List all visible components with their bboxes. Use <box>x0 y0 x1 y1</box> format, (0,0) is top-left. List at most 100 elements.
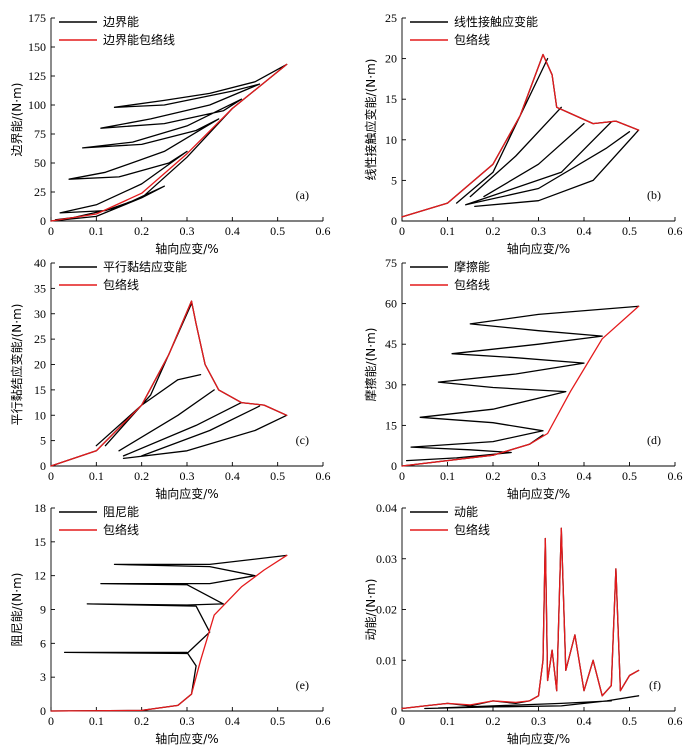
y-tick-label: 100 <box>28 98 46 112</box>
y-tick-label: 0 <box>40 459 46 473</box>
axis-frame <box>50 18 323 222</box>
x-tick-label: 0 <box>48 469 54 483</box>
series-line-1 <box>401 53 640 218</box>
chart-panel-6: 0 0.1 0.2 0.3 0.4 0.5 0.6 0 0.01 0.02 0.03 0.04 轴向应变… <box>364 501 683 746</box>
y-tick-label: 75 <box>385 256 397 270</box>
x-tick-label: 0.4 <box>577 224 592 238</box>
series-line-2 <box>50 300 288 467</box>
x-tick-label: 0.1 <box>440 469 455 483</box>
x-axis-title: 轴向应变/% <box>155 731 218 746</box>
y-axis-title: 阻尼能/(N·m) <box>10 573 24 647</box>
x-tick-label: 0.1 <box>89 469 104 483</box>
y-tick-label: 18 <box>34 501 46 515</box>
x-tick-label: 0.6 <box>316 469 331 483</box>
legend-label: 动能 <box>454 505 478 519</box>
x-tick-label: 0.2 <box>134 469 149 483</box>
y-tick-label: 40 <box>34 256 46 270</box>
y-tick-label: 75 <box>34 127 46 141</box>
x-tick-label: 0.4 <box>225 714 240 728</box>
y-axis-title: 边界能/(N·m) <box>10 83 24 157</box>
series-line-2 <box>401 527 640 710</box>
x-tick-label: 0.1 <box>89 714 104 728</box>
y-tick-label: 0.03 <box>376 552 397 566</box>
y-axis-title: 线性接触应变能/(N·m) <box>363 59 378 181</box>
x-tick-label: 0.5 <box>270 714 285 728</box>
x-tick-label: 0.4 <box>577 714 592 728</box>
y-tick-label: 25 <box>34 185 46 199</box>
legend-label: 包络线 <box>454 277 490 292</box>
legend-label: 边界能 <box>103 15 139 29</box>
y-tick-label: 45 <box>385 337 397 351</box>
chart-panel-1: 0 0.1 0.2 0.3 0.4 0.5 0.6 0 25 50 75 100 125 150 175 轴向… <box>10 11 331 256</box>
panel-label: (a) <box>296 188 309 202</box>
y-tick-label: 10 <box>385 133 397 147</box>
x-tick-label: 0.3 <box>180 224 195 238</box>
panel-label: (f) <box>649 678 661 692</box>
panel-label: (e) <box>296 678 309 692</box>
x-tick-label: 0.6 <box>668 714 683 728</box>
x-tick-label: 0.6 <box>668 469 683 483</box>
series-line-1 <box>401 305 640 467</box>
x-tick-label: 0.6 <box>316 224 331 238</box>
series-line-1 <box>50 63 288 222</box>
panel-label: (c) <box>296 433 309 447</box>
x-tick-label: 0 <box>399 469 405 483</box>
y-tick-label: 0.04 <box>376 501 397 515</box>
legend-label: 阻尼能 <box>103 505 139 519</box>
y-tick-label: 20 <box>385 52 397 66</box>
y-tick-label: 15 <box>34 535 46 549</box>
series-line-2 <box>401 305 640 467</box>
x-tick-label: 0.4 <box>225 469 240 483</box>
chart-panel-2: 0 0.1 0.2 0.3 0.4 0.5 0.6 0 5 10 15 20 25 轴向应变/% 线性接触应… <box>363 11 683 256</box>
x-tick-label: 0.2 <box>486 224 501 238</box>
x-tick-label: 0.5 <box>622 469 637 483</box>
y-axis-title: 动能/(N·m) <box>364 579 378 641</box>
legend-label: 包络线 <box>454 32 490 47</box>
panel-label: (b) <box>647 188 661 202</box>
x-tick-label: 0 <box>399 714 405 728</box>
y-tick-label: 30 <box>34 307 46 321</box>
y-tick-label: 15 <box>34 383 46 397</box>
x-tick-label: 0 <box>48 224 54 238</box>
x-tick-label: 0.2 <box>134 224 149 238</box>
axis-frame <box>401 18 675 222</box>
x-tick-label: 0.3 <box>531 714 546 728</box>
y-tick-label: 0.02 <box>376 603 397 617</box>
x-tick-label: 0.4 <box>577 469 592 483</box>
panel-label: (d) <box>647 433 661 447</box>
y-axis-title: 平行黏结应变能/(N·m) <box>9 304 24 426</box>
y-tick-label: 0 <box>391 214 397 228</box>
x-tick-label: 0.1 <box>89 224 104 238</box>
y-tick-label: 15 <box>385 92 397 106</box>
axis-frame <box>401 263 675 467</box>
x-tick-label: 0.2 <box>134 714 149 728</box>
y-tick-label: 5 <box>391 173 397 187</box>
legend-label: 摩擦能 <box>454 259 490 274</box>
chart-panel-5: 0 0.1 0.2 0.3 0.4 0.5 0.6 0 3 6 9 12 15 18 轴向应变/% 阻尼能/(… <box>10 501 331 746</box>
x-tick-label: 0.5 <box>270 224 285 238</box>
y-tick-label: 30 <box>385 378 397 392</box>
x-tick-label: 0.3 <box>180 714 195 728</box>
legend-label: 边界能包络线 <box>103 32 175 47</box>
x-tick-label: 0.6 <box>316 714 331 728</box>
x-axis-title: 轴向应变/% <box>155 241 218 256</box>
legend-label: 平行黏结应变能 <box>103 259 187 274</box>
x-tick-label: 0.2 <box>486 714 501 728</box>
y-tick-label: 5 <box>40 434 46 448</box>
y-tick-label: 25 <box>34 332 46 346</box>
x-tick-label: 0.1 <box>440 714 455 728</box>
x-tick-label: 0.1 <box>440 224 455 238</box>
y-tick-label: 12 <box>34 569 46 583</box>
y-tick-label: 3 <box>40 670 46 684</box>
y-tick-label: 60 <box>385 297 397 311</box>
y-tick-label: 175 <box>28 11 46 25</box>
series-line-1 <box>401 527 640 710</box>
y-tick-label: 0.01 <box>376 653 397 667</box>
series-line-2 <box>50 63 288 222</box>
y-tick-label: 9 <box>40 603 46 617</box>
y-tick-label: 150 <box>28 40 46 54</box>
x-axis-title: 轴向应变/% <box>155 486 218 501</box>
x-axis-title: 轴向应变/% <box>507 731 570 746</box>
legend-label: 包络线 <box>103 277 139 292</box>
